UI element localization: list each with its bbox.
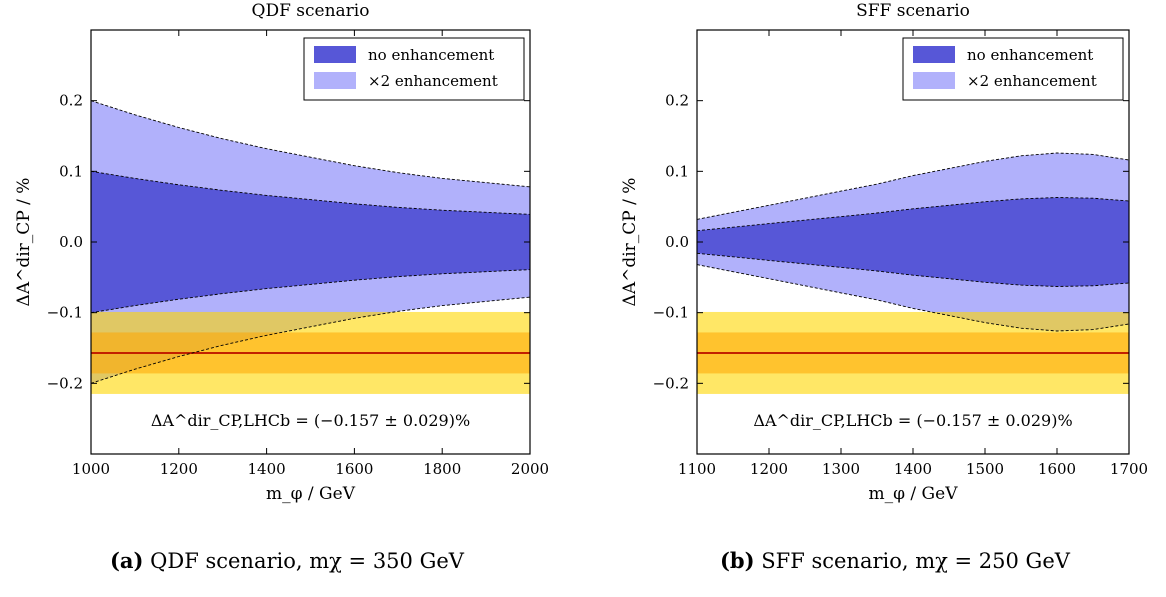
panel-a: 1000 1200 1400 1600 1800 2000 −0.2 −0.1 0.0 0.1 0.… bbox=[14, 1, 549, 504]
band-no-enhancement bbox=[91, 171, 530, 313]
legend-label: no enhancement bbox=[368, 46, 494, 64]
x-tick-label: 1600 bbox=[1038, 460, 1076, 478]
y-tick-label: −0.1 bbox=[653, 304, 689, 322]
y-tick-label: 0.2 bbox=[665, 92, 689, 110]
legend-label: ×2 enhancement bbox=[368, 72, 498, 90]
boundary-no-lower bbox=[697, 252, 1129, 287]
boundary-x2-upper bbox=[91, 100, 530, 188]
y-tick-label: −0.1 bbox=[47, 304, 83, 322]
x-tick-label: 1500 bbox=[966, 460, 1004, 478]
boundary-no-upper bbox=[697, 197, 1129, 232]
chart-title: QDF scenario bbox=[252, 1, 370, 21]
x-tick-label: 1300 bbox=[822, 460, 860, 478]
y-axis-label: ΔA^dir_CP / % bbox=[14, 178, 34, 307]
legend-swatch bbox=[314, 46, 356, 63]
x-tick-label: 1800 bbox=[423, 460, 461, 478]
legend-swatch bbox=[913, 72, 955, 89]
caption-a-label: (a) bbox=[110, 548, 144, 573]
y-tick-label: 0.1 bbox=[59, 162, 83, 180]
boundary-x2-lower bbox=[697, 264, 1129, 332]
x-tick-label: 1600 bbox=[335, 460, 373, 478]
x-tick-label: 1200 bbox=[750, 460, 788, 478]
caption-b: (b) SFF scenario, mχ = 250 GeV bbox=[720, 548, 1070, 573]
y-tick-label: −0.2 bbox=[47, 374, 83, 392]
x-axis-label: m_φ / GeV bbox=[266, 484, 356, 504]
caption-b-text: SFF scenario, mχ = 250 GeV bbox=[761, 549, 1070, 573]
boundary-x2-lower bbox=[91, 296, 530, 384]
x-tick-label: 1100 bbox=[678, 460, 716, 478]
legend-label: no enhancement bbox=[967, 46, 1093, 64]
plot-body bbox=[697, 152, 1129, 394]
boundary-x2-upper bbox=[697, 152, 1129, 220]
y-tick-label: 0.1 bbox=[665, 162, 689, 180]
x-axis-label: m_φ / GeV bbox=[869, 484, 959, 504]
y-tick-label: −0.2 bbox=[653, 374, 689, 392]
boundary-no-lower bbox=[91, 269, 530, 314]
x-tick-label: 1400 bbox=[248, 460, 286, 478]
boundary-no-upper bbox=[91, 170, 530, 215]
band-no-enhancement bbox=[697, 197, 1129, 287]
plot-body bbox=[91, 100, 530, 394]
lhcb-annotation: ΔA^dir_CP,LHCb = (−0.157 ± 0.029)% bbox=[151, 411, 470, 430]
x-tick-label: 2000 bbox=[511, 460, 549, 478]
y-tick-label: 0.2 bbox=[59, 92, 83, 110]
y-tick-label: 0.0 bbox=[59, 233, 83, 251]
caption-a-text: QDF scenario, mχ = 350 GeV bbox=[150, 549, 464, 573]
y-axis-label: ΔA^dir_CP / % bbox=[620, 178, 640, 307]
lhcb-annotation: ΔA^dir_CP,LHCb = (−0.157 ± 0.029)% bbox=[753, 411, 1072, 430]
chart-title: SFF scenario bbox=[856, 1, 970, 21]
legend-swatch bbox=[314, 72, 356, 89]
legend-swatch bbox=[913, 46, 955, 63]
caption-b-label: (b) bbox=[720, 548, 755, 573]
legend-label: ×2 enhancement bbox=[967, 72, 1097, 90]
caption-a: (a) QDF scenario, mχ = 350 GeV bbox=[110, 548, 464, 573]
panel-b: 1100 1200 1300 1400 1500 1600 1700 −0.2 −0.1 0.0 0… bbox=[620, 1, 1148, 504]
y-tick-label: 0.0 bbox=[665, 233, 689, 251]
x-tick-label: 1200 bbox=[160, 460, 198, 478]
x-tick-label: 1000 bbox=[72, 460, 110, 478]
x-tick-label: 1700 bbox=[1110, 460, 1148, 478]
x-tick-label: 1400 bbox=[894, 460, 932, 478]
